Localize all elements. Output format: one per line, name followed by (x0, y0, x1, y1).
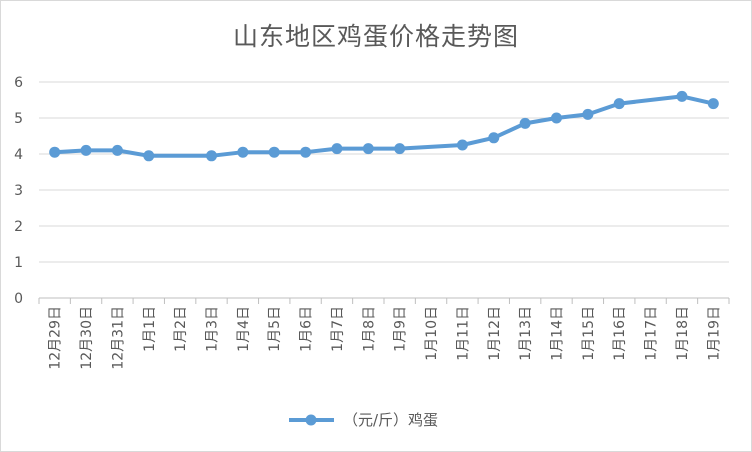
y-tick-label: 2 (14, 219, 23, 235)
y-tick-label: 1 (14, 255, 23, 271)
data-point (488, 132, 500, 144)
y-axis: 0 1 2 3 4 5 6 (14, 75, 23, 307)
x-tick-label: 1月14日 (550, 306, 566, 361)
data-point (268, 146, 280, 158)
data-point (707, 98, 719, 110)
data-point (331, 143, 343, 155)
x-tick-label: 1月19日 (706, 306, 722, 361)
legend: （元/斤）鸡蛋 (289, 411, 438, 429)
data-point (551, 112, 562, 124)
y-tick-label: 6 (14, 75, 23, 91)
data-point (582, 108, 594, 120)
x-axis: 12月29日 12月30日 12月31日 1月1日 1月2日 1月3日 1月4日 1月5日 1月… (38, 298, 730, 370)
legend-marker (305, 414, 317, 426)
x-tick-label: 1月6日 (299, 306, 315, 352)
x-tick-label: 1月13日 (518, 306, 534, 361)
x-tick-label: 1月11日 (455, 306, 471, 361)
x-tick-label: 1月17日 (644, 306, 660, 361)
gridlines (39, 81, 729, 299)
x-tick-label: 12月31日 (110, 306, 126, 370)
x-tick-label: 1月8日 (361, 306, 377, 352)
x-tick-label: 12月29日 (48, 306, 64, 370)
data-point (456, 139, 468, 151)
x-tick-label: 1月18日 (675, 306, 691, 361)
data-point (676, 90, 688, 102)
y-tick-label: 3 (14, 183, 23, 199)
x-tick-label: 1月12日 (487, 306, 503, 361)
data-point (49, 146, 61, 158)
x-tick-label: 1月1日 (142, 306, 158, 352)
data-point (300, 146, 312, 158)
x-tick-label: 1月16日 (612, 306, 628, 361)
x-tick-label: 1月5日 (267, 306, 283, 352)
x-tick-label: 1月7日 (330, 306, 346, 352)
data-point (394, 143, 406, 155)
series (49, 90, 719, 162)
x-tick-label: 1月10日 (424, 306, 440, 361)
data-point (143, 150, 155, 162)
data-point (206, 150, 217, 162)
x-tick-label: 1月9日 (393, 306, 409, 352)
chart-title: 山东地区鸡蛋价格走势图 (233, 22, 519, 51)
y-tick-label: 0 (14, 291, 23, 307)
data-point (80, 144, 92, 156)
data-point (519, 117, 531, 129)
x-tick-label: 1月4日 (236, 306, 252, 352)
legend-label: （元/斤）鸡蛋 (343, 411, 438, 429)
y-tick-label: 5 (14, 111, 23, 127)
x-tick-label: 1月2日 (173, 306, 189, 352)
x-tick-label: 1月3日 (205, 306, 221, 352)
data-point (362, 143, 374, 155)
data-point (111, 144, 123, 156)
x-tick-label: 12月30日 (79, 306, 95, 370)
x-tick-label: 1月15日 (581, 306, 597, 361)
data-point (613, 98, 625, 110)
y-tick-label: 4 (14, 147, 23, 163)
data-point (237, 146, 249, 158)
